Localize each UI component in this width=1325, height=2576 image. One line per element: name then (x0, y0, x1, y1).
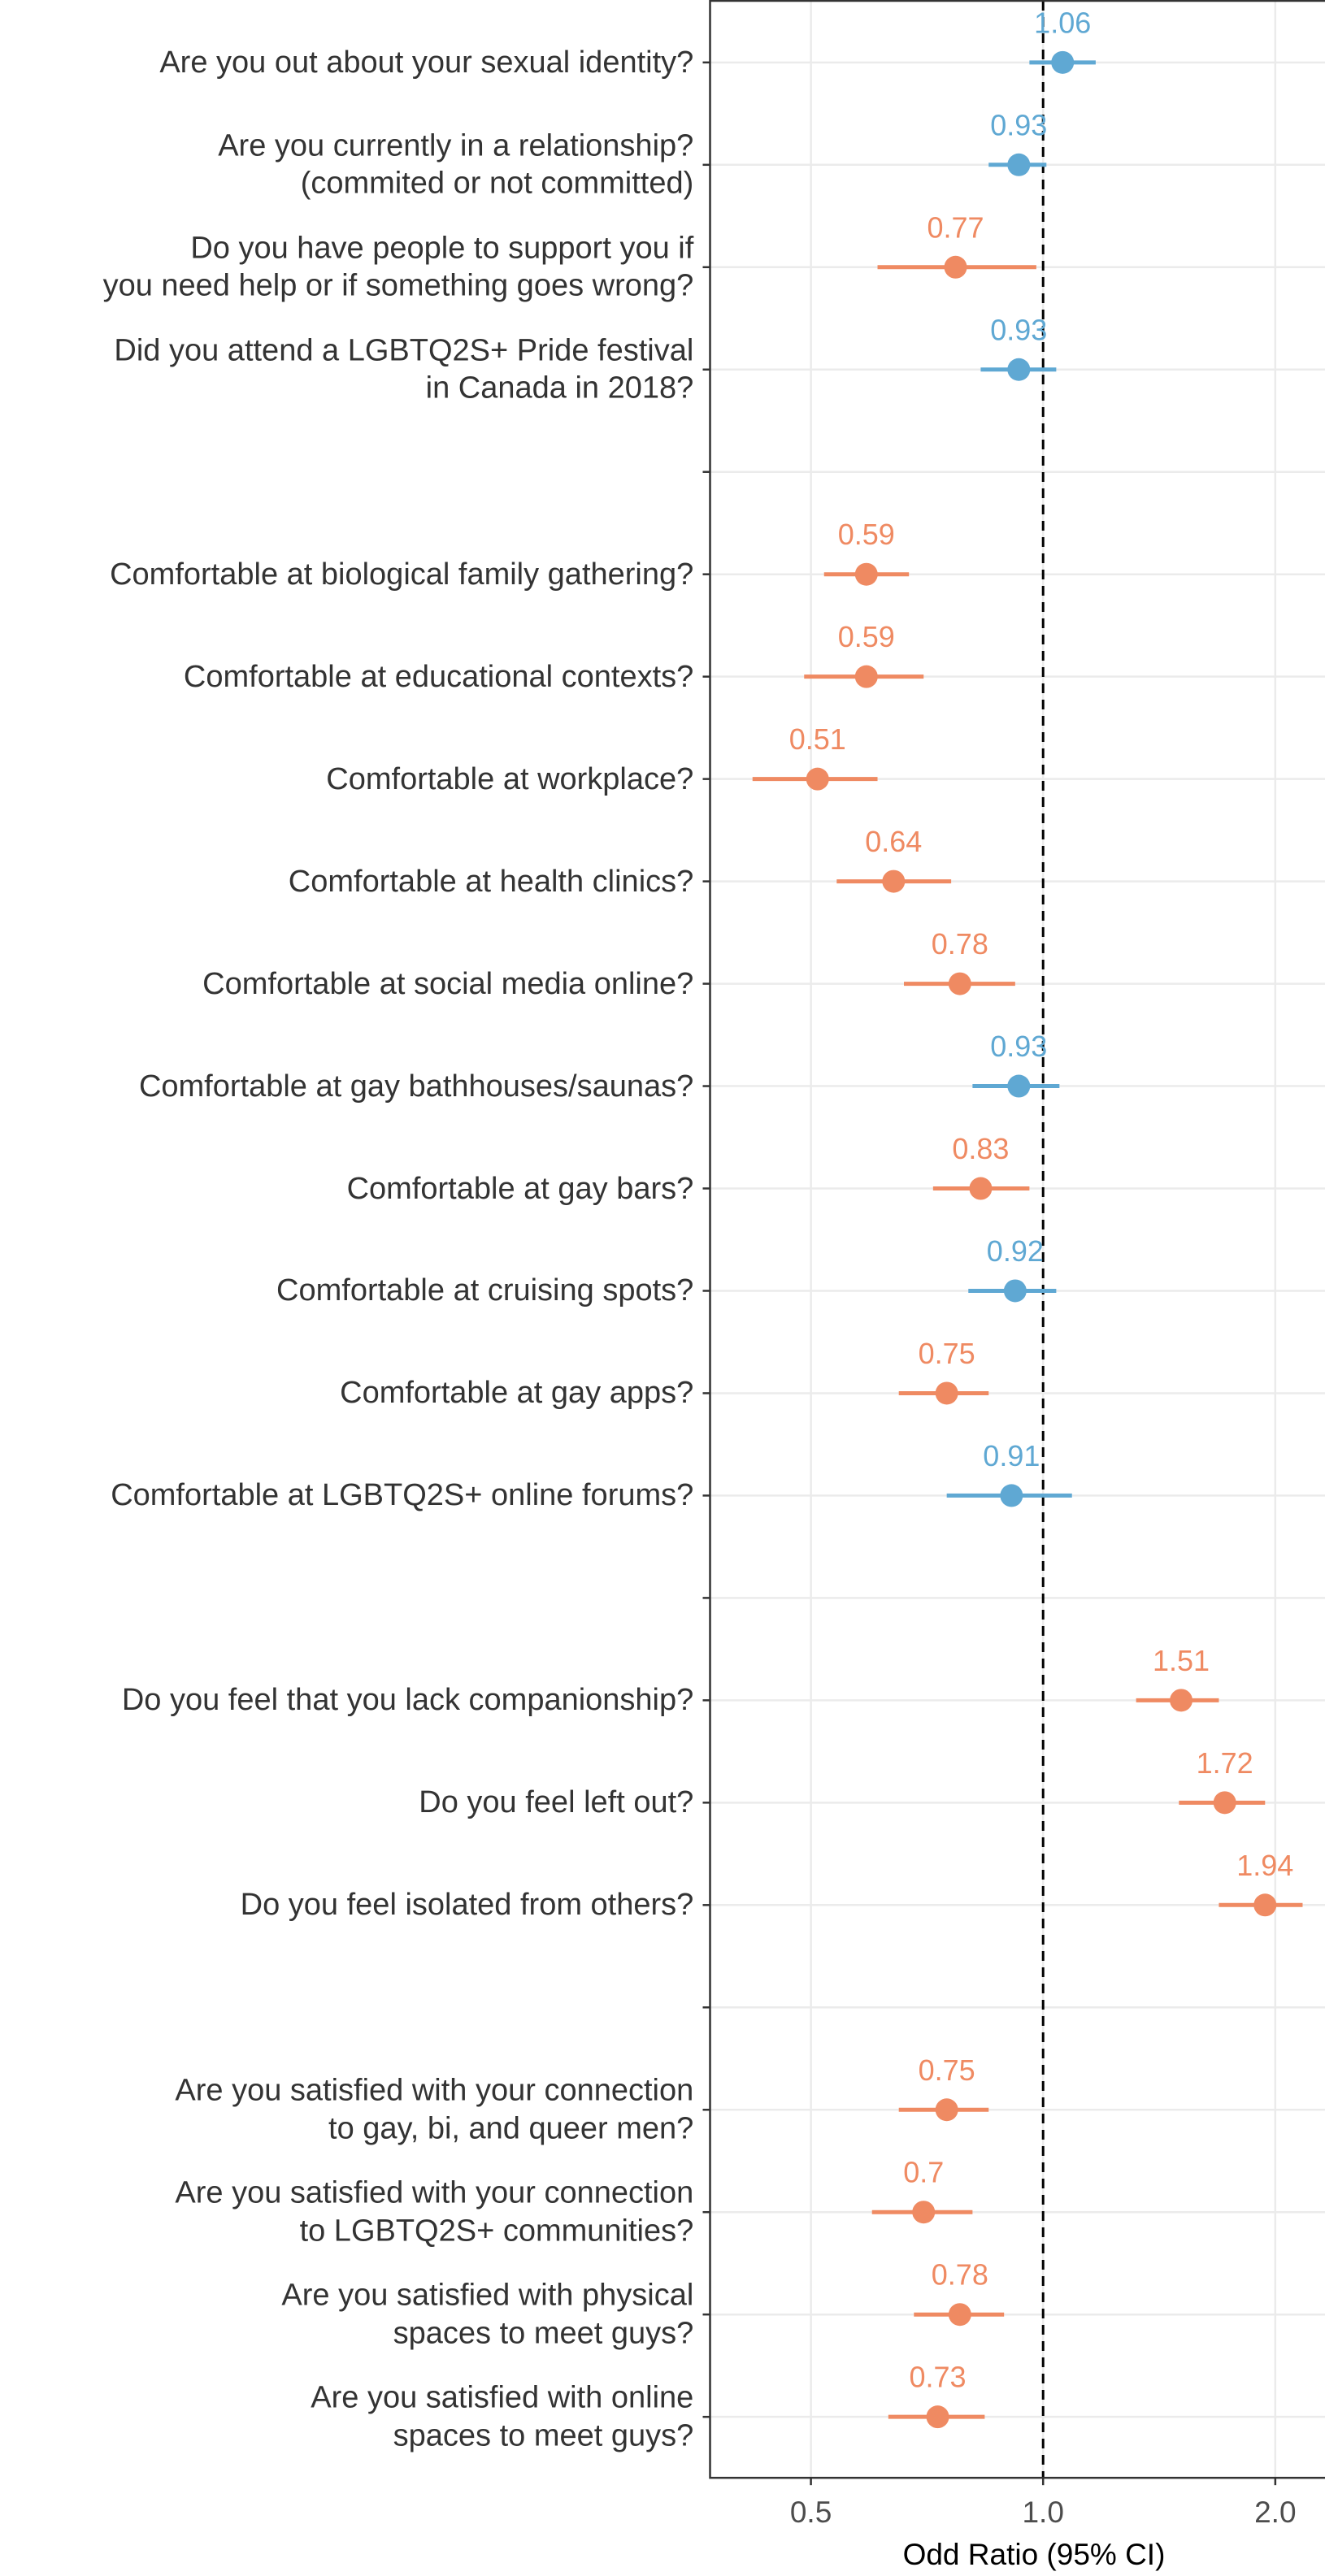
point (912, 2201, 936, 2224)
value-label: 0.75 (919, 1337, 975, 1370)
y-tick-label: Comfortable at gay apps? (340, 1376, 694, 1411)
value-label: 0.77 (927, 210, 984, 244)
y-tick-label: Do you feel left out? (419, 1785, 694, 1820)
value-label: 0.78 (932, 2258, 988, 2292)
point (1170, 1689, 1193, 1712)
value-label: 0.93 (990, 1030, 1047, 1063)
plot-frame (709, 0, 1325, 2479)
point (948, 972, 971, 995)
y-tick-label: Are you satisfied with physical spaces t… (281, 2278, 694, 2351)
point (854, 665, 878, 688)
value-label: 1.51 (1153, 1644, 1210, 1677)
value-label: 0.73 (909, 2361, 966, 2394)
y-tick-label: Did you attend a LGBTQ2S+ Pride festival… (114, 333, 694, 405)
y-tick-label: Do you feel that you lack companionship? (121, 1683, 694, 1718)
point (1007, 358, 1031, 381)
y-tick-label: Comfortable at workplace? (326, 761, 694, 796)
point (1003, 1279, 1027, 1303)
y-tick-label: Comfortable at social media online? (202, 966, 694, 1001)
value-label: 1.06 (1034, 6, 1091, 39)
point (1007, 1074, 1031, 1098)
point (944, 255, 967, 279)
y-tick-label: Comfortable at LGBTQ2S+ online forums? (111, 1478, 694, 1513)
point (948, 2303, 971, 2327)
point (1213, 1791, 1236, 1815)
y-tick-label: Are you out about your sexual identity? (159, 45, 694, 80)
y-tick-label: Are you currently in a relationship? (co… (218, 128, 694, 201)
value-label: 0.7 (903, 2156, 944, 2189)
value-label: 0.78 (932, 927, 988, 961)
y-tick-label: Are you satisfied with your connection t… (175, 2175, 694, 2249)
y-tick-label: Comfortable at gay bathhouses/saunas? (138, 1069, 694, 1104)
value-label: 0.59 (838, 518, 895, 551)
y-tick-label: Comfortable at health clinics? (288, 864, 694, 899)
value-label: 0.75 (919, 2053, 975, 2087)
point (935, 1381, 958, 1405)
x-axis-label: Odd Ratio (95% CI) (903, 2538, 1166, 2571)
y-tick-label: Are you satisfied with your connection t… (175, 2073, 694, 2146)
value-label: 1.72 (1197, 1746, 1253, 1780)
value-label: 0.59 (838, 620, 895, 653)
point (969, 1177, 993, 1200)
value-label: 0.93 (990, 108, 1047, 141)
value-label: 0.51 (789, 722, 846, 756)
y-tick-label: Comfortable at educational contexts? (183, 659, 694, 694)
point (935, 2098, 958, 2122)
y-tick-label: Comfortable at gay bars? (346, 1171, 694, 1206)
point (926, 2405, 949, 2429)
point (806, 767, 829, 791)
y-tick-label: Comfortable at biological family gatheri… (110, 557, 694, 592)
y-tick-label: Do you feel isolated from others? (240, 1888, 694, 1923)
value-label: 0.93 (990, 313, 1047, 346)
value-label: 0.64 (865, 825, 922, 858)
y-tick-label: Are you satisfied with online spaces to … (311, 2380, 694, 2453)
value-label: 0.92 (987, 1234, 1044, 1268)
x-tick-label: 2.0 (1254, 2496, 1296, 2529)
point (1051, 50, 1075, 74)
point (1007, 153, 1031, 176)
value-label: 1.94 (1236, 1849, 1293, 1882)
point (1000, 1484, 1023, 1507)
point (882, 870, 906, 893)
y-tick-label: Comfortable at cruising spots? (276, 1273, 694, 1308)
point (854, 562, 878, 586)
value-label: 0.91 (983, 1439, 1040, 1472)
point (1253, 1893, 1277, 1917)
value-label: 0.83 (952, 1132, 1009, 1165)
x-tick-label: 0.5 (790, 2496, 832, 2529)
y-tick-label: Do you have people to support you if you… (102, 231, 694, 303)
x-tick-label: 1.0 (1022, 2496, 1063, 2529)
